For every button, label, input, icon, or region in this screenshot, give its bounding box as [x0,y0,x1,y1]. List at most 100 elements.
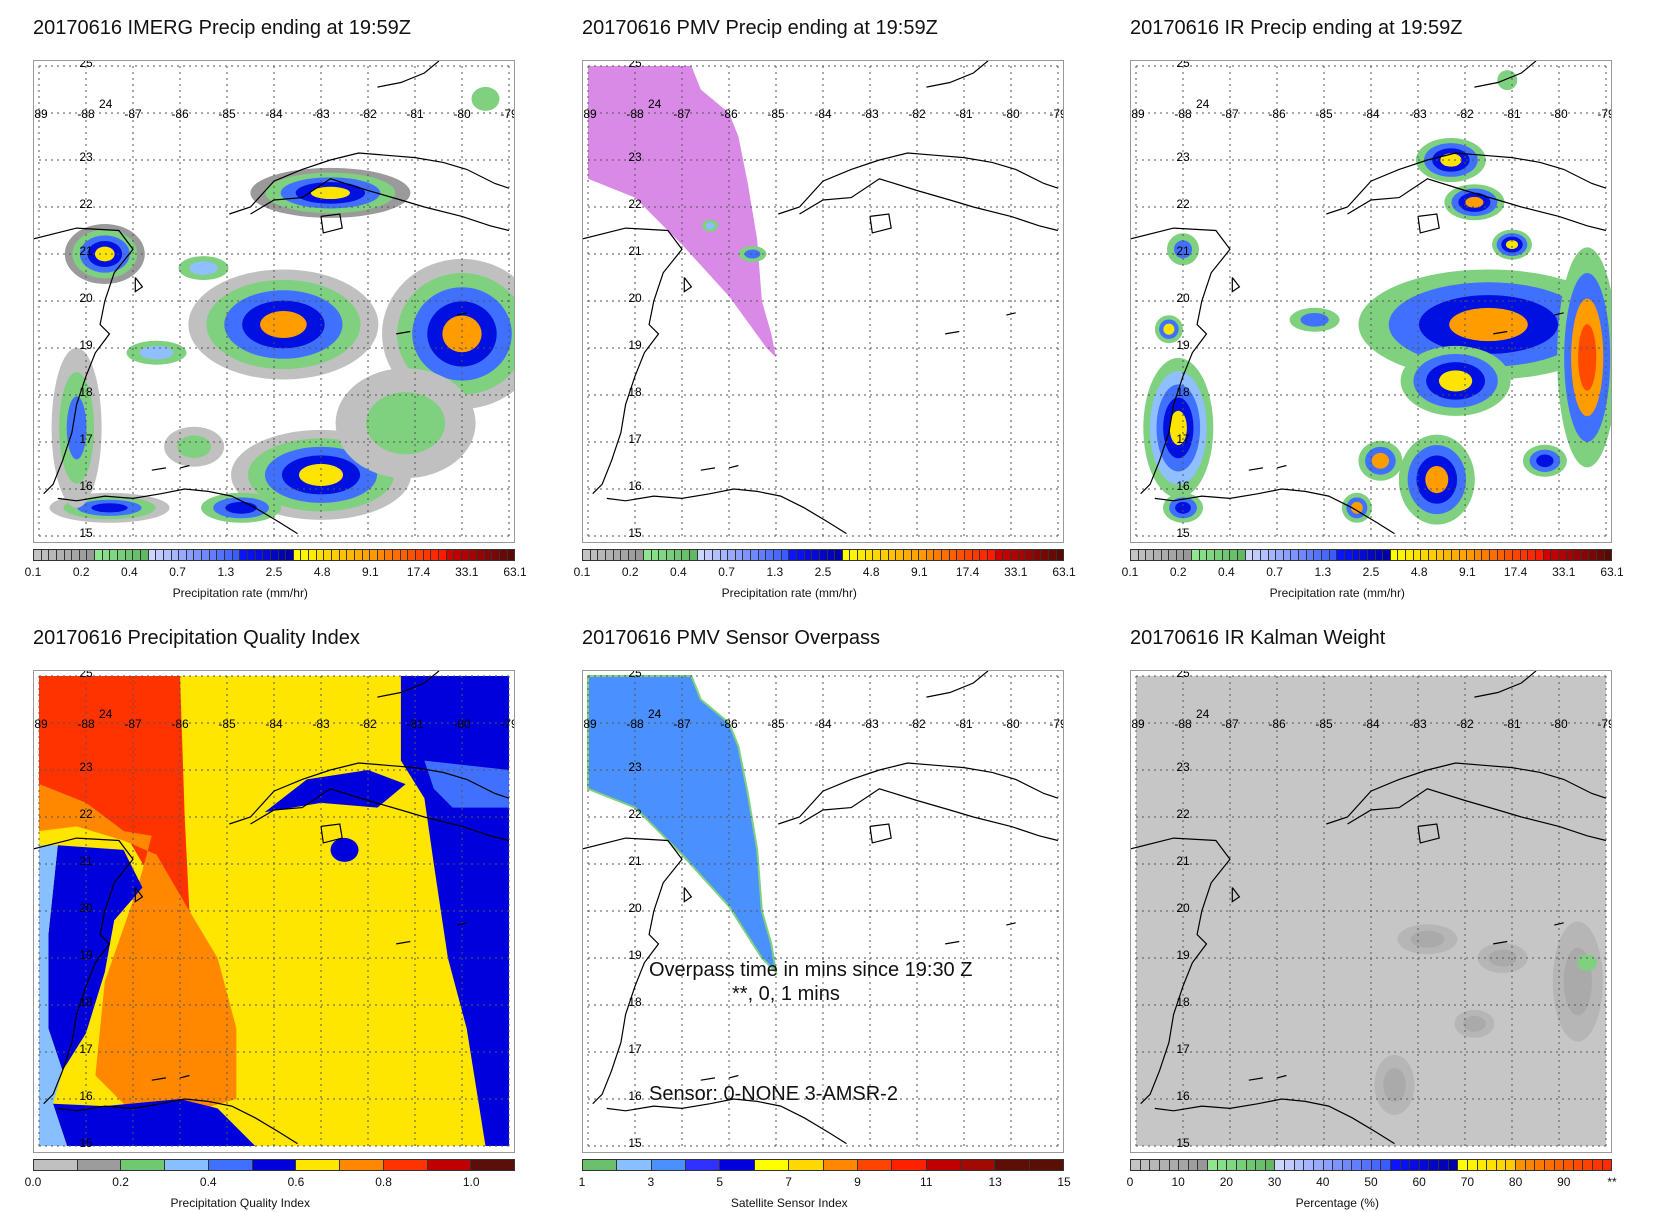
coastline [151,467,166,471]
colorbar-label: Precipitation rate (mm/hr) [172,586,308,600]
lon-label: -80 [453,107,471,121]
colorbar-segment [1313,1160,1324,1170]
sensor-legend-text: Sensor: 0-NONE 3-AMSR-2 [649,1083,898,1105]
colorbar-segment [892,1160,927,1170]
colorbar-segment [1146,550,1154,560]
colorbar-segment [1253,550,1261,560]
colorbar-tick-label: 11 [920,1175,933,1189]
lon-label: -81 [1503,717,1521,731]
colorbar-segment [1535,1160,1545,1170]
lon-label: -87 [124,107,142,121]
colorbar-segment [1506,1160,1516,1170]
colorbar-segment [383,1160,428,1170]
lat-label: 23 [1176,150,1190,164]
colorbar-segment [987,550,996,560]
lat-label: 18 [628,995,642,1009]
colorbar-segment [1131,1160,1141,1170]
coastline [1130,227,1231,495]
coastline [728,464,739,469]
lat-label: 17 [628,1042,642,1056]
colorbar-segment [972,550,981,560]
coastline [1493,940,1508,945]
colorbar-segment [758,550,767,560]
colorbar-segment [1333,1160,1343,1170]
pqi-region [39,784,237,1109]
colorbar-tick-label: 0.2 [72,565,90,579]
coastline [320,213,343,234]
precip-area [66,396,87,460]
precip-area [442,315,482,353]
colorbar-segment [1581,550,1590,560]
precip-area [310,186,351,200]
map-frame [33,670,515,1153]
coastline [134,277,144,293]
colorbar-segment [1056,550,1064,560]
colorbar-segment [949,550,958,560]
precip-area [177,435,212,459]
precip-area [1371,452,1390,469]
kalman-area [1577,954,1598,971]
colorbar-segment [118,550,126,560]
coastline [57,488,298,535]
lat-label: 15 [628,526,642,540]
colorbar-tick-label: 0.2 [1169,565,1187,579]
precip-area [1578,324,1597,391]
colorbar-segment [1360,550,1368,560]
colorbar-segment [1337,550,1345,560]
colorbar-segment [95,550,103,560]
colorbar-segment [1474,550,1483,560]
colorbar-tick-label: 1.3 [1314,565,1332,579]
colorbar-segment [1192,550,1200,560]
colorbar-segment [621,550,629,560]
colorbar-segment [1383,550,1391,560]
lat-label: 18 [79,385,93,399]
colorbar-segment [1176,550,1185,560]
colorbar-segment [728,550,736,560]
colorbar-tick-label: 1.3 [766,565,784,579]
colorbar-segment [1291,550,1300,560]
colorbar-segment [1448,1160,1459,1170]
colorbar-segment [965,550,973,560]
colorbar-segment [102,550,111,560]
lon-label: -89 [582,717,597,731]
colorbar-tick-label: 40 [1316,1175,1330,1189]
colorbar-segment [865,550,874,560]
lon-label: -85 [1315,107,1333,121]
coastline [1006,922,1016,926]
colorbar [1130,1159,1612,1171]
colorbar-segment [140,550,149,560]
lon-label: -82 [908,717,926,731]
lon-label: -80 [1550,107,1568,121]
colorbar-segment [613,550,622,560]
colorbar-segment [842,550,851,560]
lat-label: 17 [79,432,93,446]
colorbar-segment [194,550,203,560]
colorbar-segment [995,1160,1030,1170]
coastline [1154,1098,1395,1145]
lon-label: -81 [955,717,973,731]
colorbar-segment [1419,1160,1430,1170]
coastline [320,823,343,844]
colorbar-tick-label: 4.8 [313,565,331,579]
lon-label: -84 [1362,107,1380,121]
colorbar-segment [1467,1160,1478,1170]
lat-label: 19 [79,338,93,352]
colorbar-segment [1344,550,1353,560]
colorbar-segment [873,550,881,560]
lat-label: 21 [79,854,93,868]
colorbar-segment [1381,1160,1391,1170]
colorbar-segment [56,550,65,560]
colorbar-segment [1268,550,1277,560]
colorbar-segment [148,550,157,560]
coastline [945,330,960,335]
colorbar [582,1159,1064,1171]
precip-area [366,392,446,455]
lon-label: -82 [359,717,377,731]
colorbar-segment [583,1160,618,1170]
colorbar-tick-label: 15 [1057,1175,1071,1189]
colorbar-segment [689,550,698,560]
colorbar-segment [217,550,226,560]
colorbar-segment [636,550,645,560]
precip-area [139,345,174,360]
colorbar-tick-label: 0.1 [24,565,42,579]
